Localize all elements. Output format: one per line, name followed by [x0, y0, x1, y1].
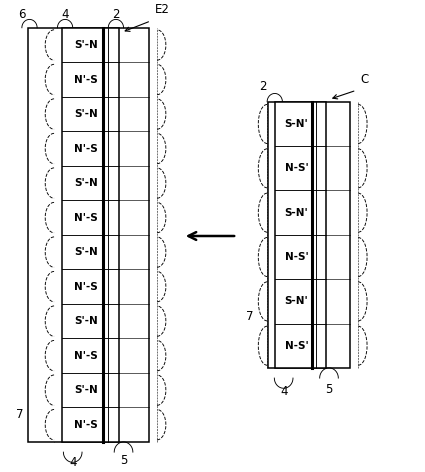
- Text: 7: 7: [246, 311, 254, 323]
- Text: S-N': S-N': [285, 208, 309, 218]
- Text: S-N': S-N': [285, 119, 309, 129]
- Text: N'-S: N'-S: [74, 282, 98, 292]
- Text: 2: 2: [259, 80, 266, 93]
- Text: 4: 4: [280, 385, 287, 398]
- Text: 2: 2: [112, 8, 120, 21]
- Text: N'-S: N'-S: [74, 420, 98, 430]
- Text: S'-N: S'-N: [74, 385, 98, 395]
- Bar: [275, 102, 326, 368]
- Text: N'-S: N'-S: [74, 143, 98, 153]
- Text: S'-N: S'-N: [74, 178, 98, 188]
- Text: S-N': S-N': [285, 296, 309, 306]
- Text: 5: 5: [325, 383, 333, 396]
- Bar: [268, 102, 350, 368]
- Text: N-S': N-S': [285, 341, 309, 351]
- Bar: [28, 28, 149, 442]
- Text: N'-S: N'-S: [74, 351, 98, 361]
- Text: N-S': N-S': [285, 252, 309, 262]
- Bar: [62, 28, 119, 442]
- Text: 4: 4: [69, 456, 76, 469]
- Text: N'-S: N'-S: [74, 212, 98, 223]
- Text: E2: E2: [155, 3, 170, 16]
- Text: 4: 4: [61, 8, 69, 21]
- Text: N'-S: N'-S: [74, 75, 98, 84]
- Text: C: C: [361, 73, 369, 85]
- Text: 5: 5: [120, 454, 127, 466]
- Text: S'-N: S'-N: [74, 316, 98, 326]
- Text: S'-N: S'-N: [74, 109, 98, 119]
- Text: 6: 6: [18, 8, 25, 21]
- Text: 7: 7: [17, 408, 24, 421]
- Text: S'-N: S'-N: [74, 247, 98, 257]
- Text: N-S': N-S': [285, 163, 309, 173]
- Text: S'-N: S'-N: [74, 40, 98, 50]
